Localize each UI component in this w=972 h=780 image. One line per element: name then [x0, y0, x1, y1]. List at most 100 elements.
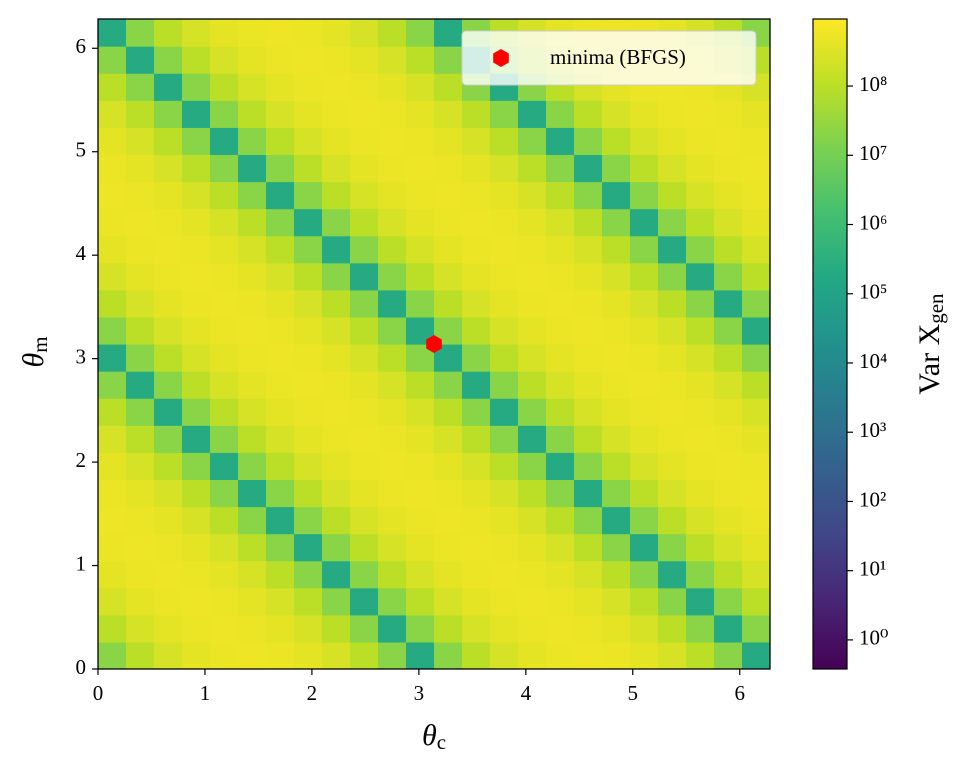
- heatmap-cell: [546, 289, 575, 318]
- heatmap-cell: [574, 452, 603, 481]
- heatmap-cell: [602, 371, 631, 399]
- heatmap-cell: [406, 560, 435, 589]
- heatmap-cell: [322, 46, 351, 74]
- heatmap-cell: [182, 371, 211, 399]
- heatmap-cell: [742, 154, 770, 183]
- heatmap-cell: [546, 344, 575, 372]
- heatmap-cell: [350, 19, 379, 47]
- heatmap-cell: [294, 533, 323, 562]
- heatmap-cell: [490, 560, 519, 589]
- heatmap-cell: [266, 344, 295, 372]
- heatmap-cell: [126, 19, 155, 47]
- heatmap: [98, 19, 770, 669]
- heatmap-cell: [490, 371, 519, 399]
- heatmap-cell: [238, 262, 267, 291]
- heatmap-cell: [630, 614, 659, 643]
- heatmap-cell: [518, 452, 547, 481]
- heatmap-cell: [154, 614, 183, 643]
- heatmap-cell: [182, 344, 211, 372]
- heatmap-cell: [126, 154, 155, 183]
- heatmap-cell: [574, 100, 603, 128]
- heatmap-cell: [98, 154, 127, 183]
- y-tick-label: 2: [76, 448, 87, 472]
- heatmap-cell: [574, 181, 603, 210]
- heatmap-cell: [210, 641, 239, 669]
- y-label-sub: m: [28, 336, 52, 352]
- heatmap-cell: [238, 235, 267, 264]
- heatmap-cell: [154, 289, 183, 318]
- heatmap-cell: [266, 506, 295, 535]
- heatmap-cell: [238, 208, 267, 237]
- heatmap-cell: [154, 262, 183, 291]
- heatmap-cell: [742, 181, 770, 210]
- heatmap-cell: [294, 73, 323, 101]
- legend-label: minima (BFGS): [550, 45, 686, 69]
- heatmap-cell: [322, 127, 351, 156]
- heatmap-cell: [294, 560, 323, 589]
- heatmap-cell: [490, 425, 519, 453]
- heatmap-cell: [238, 398, 267, 426]
- heatmap-cell: [294, 208, 323, 237]
- heatmap-cell: [238, 289, 267, 318]
- heatmap-cell: [350, 533, 379, 562]
- y-tick-label: 5: [76, 138, 87, 162]
- heatmap-cell: [154, 587, 183, 616]
- heatmap-cell: [98, 587, 127, 616]
- heatmap-cell: [98, 289, 127, 318]
- heatmap-cell: [742, 425, 770, 453]
- heatmap-cell: [658, 587, 687, 616]
- heatmap-cell: [574, 398, 603, 426]
- heatmap-cell: [630, 262, 659, 291]
- heatmap-cell: [602, 316, 631, 345]
- colorbar-tick-label: 10⁷: [859, 141, 887, 165]
- heatmap-cell: [238, 425, 267, 453]
- heatmap-cell: [126, 452, 155, 481]
- heatmap-cell: [238, 19, 267, 47]
- heatmap-cell: [574, 425, 603, 453]
- heatmap-cell: [658, 344, 687, 372]
- heatmap-cell: [266, 452, 295, 481]
- heatmap-cell: [266, 398, 295, 426]
- heatmap-cell: [518, 506, 547, 535]
- heatmap-cell: [434, 73, 463, 101]
- y-tick-label: 0: [76, 655, 87, 679]
- heatmap-cell: [574, 371, 603, 399]
- heatmap-cell: [210, 316, 239, 345]
- x-tick-label: 2: [307, 681, 318, 705]
- heatmap-cell: [322, 100, 351, 128]
- heatmap-cell: [378, 506, 407, 535]
- heatmap-cell: [742, 398, 770, 426]
- heatmap-cell: [182, 100, 211, 128]
- heatmap-cell: [742, 371, 770, 399]
- legend-marker: [493, 49, 509, 67]
- heatmap-cell: [546, 587, 575, 616]
- heatmap-cell: [126, 533, 155, 562]
- heatmap-cell: [210, 479, 239, 508]
- heatmap-cell: [686, 452, 715, 481]
- heatmap-cell: [322, 316, 351, 345]
- heatmap-cell: [602, 614, 631, 643]
- heatmap-cell: [490, 262, 519, 291]
- heatmap-cell: [294, 154, 323, 183]
- heatmap-cell: [490, 208, 519, 237]
- heatmap-cell: [378, 208, 407, 237]
- heatmap-cell: [378, 398, 407, 426]
- heatmap-cell: [350, 479, 379, 508]
- heatmap-cell: [182, 73, 211, 101]
- heatmap-cell: [546, 100, 575, 128]
- heatmap-cell: [238, 316, 267, 345]
- heatmap-cell: [322, 560, 351, 589]
- heatmap-cell: [574, 316, 603, 345]
- heatmap-cell: [322, 262, 351, 291]
- heatmap-cell: [126, 479, 155, 508]
- heatmap-cell: [210, 73, 239, 101]
- heatmap-cell: [434, 506, 463, 535]
- heatmap-cell: [406, 73, 435, 101]
- heatmap-cell: [98, 398, 127, 426]
- heatmap-cell: [686, 398, 715, 426]
- colorbar-tick-label: 10²: [859, 487, 886, 511]
- heatmap-cell: [378, 479, 407, 508]
- heatmap-cell: [546, 235, 575, 264]
- heatmap-cell: [434, 181, 463, 210]
